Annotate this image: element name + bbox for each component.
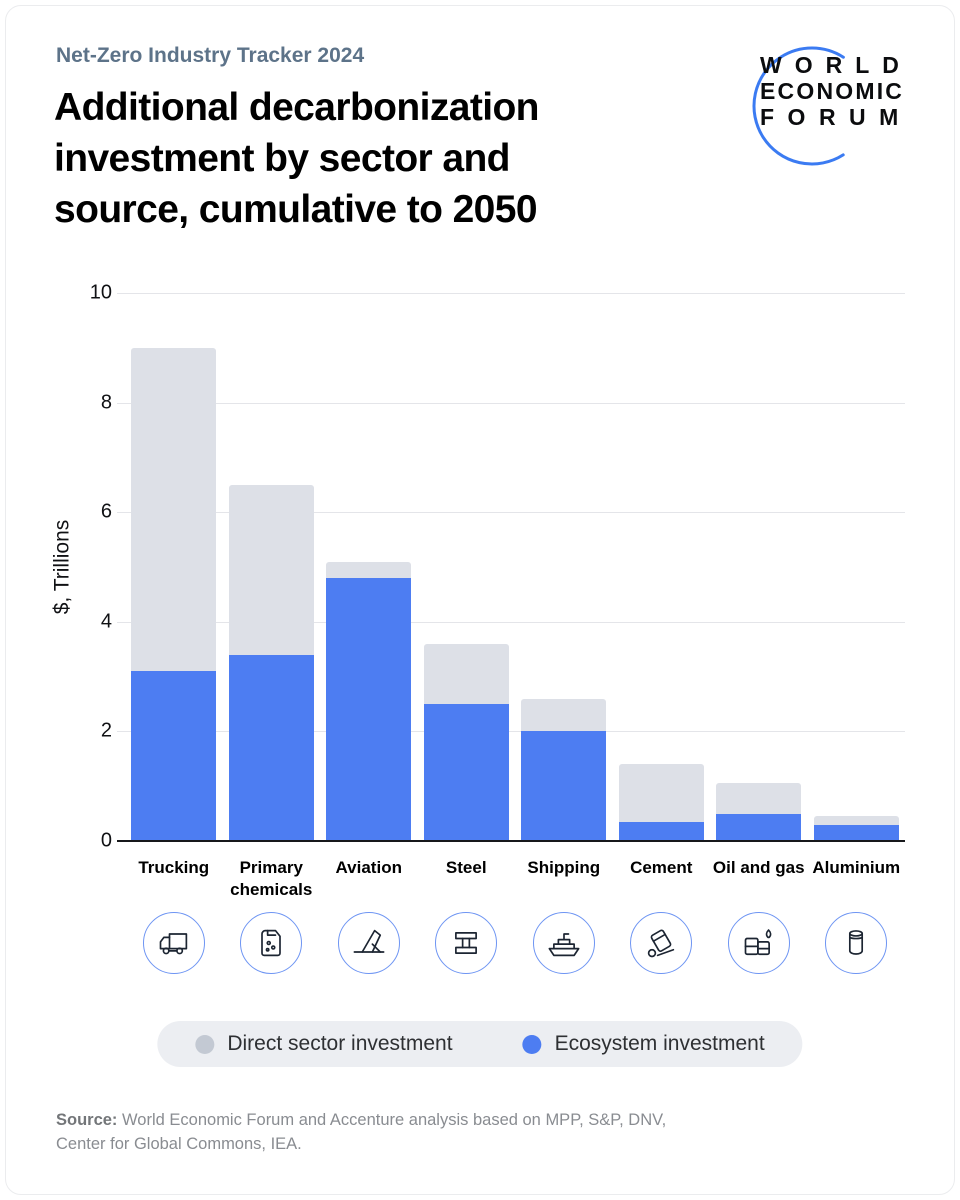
logo-text-forum: FORUM	[760, 104, 912, 130]
category-label: Primary chemicals	[230, 858, 313, 899]
x-axis-line	[117, 840, 905, 842]
title-line-1: Additional decarbonization	[54, 86, 540, 129]
gridline-8	[117, 402, 905, 404]
category-label: Aviation	[335, 858, 402, 877]
oil-barrel-icon	[727, 912, 790, 974]
bar-segment	[131, 347, 217, 672]
page-title: Additional decarbonization investment by…	[54, 82, 540, 235]
bar-segment	[618, 821, 704, 841]
bar-segment	[131, 671, 217, 841]
cement-icon	[630, 912, 693, 974]
legend-item: Direct sector investment	[195, 1032, 453, 1056]
bar-segment	[813, 816, 899, 825]
bar-segment	[326, 561, 412, 578]
gridline-2	[117, 731, 905, 733]
wef-logo: WORLD ECONOMIC FORUM	[752, 46, 912, 166]
sector-icons	[125, 912, 905, 976]
legend-label: Ecosystem investment	[554, 1032, 765, 1055]
category-labels: Trucking Primary chemicals Aviation Steel Sh…	[125, 857, 905, 915]
title-line-3: source, cumulative to 2050	[54, 188, 538, 231]
logo-text-world: WORLD	[760, 52, 912, 78]
y-tick-label: 0	[100, 829, 112, 852]
bar-segment	[423, 704, 509, 841]
category-label: Oil and gas	[712, 858, 805, 877]
category-label: Shipping	[527, 858, 601, 877]
legend-item: Ecosystem investment	[522, 1032, 765, 1056]
steel-beam-icon	[435, 912, 498, 974]
chemicals-icon	[240, 912, 303, 974]
plot-area	[117, 293, 905, 842]
truck-icon	[142, 912, 205, 974]
aluminium-can-icon	[825, 912, 888, 974]
bar-segment	[716, 783, 802, 814]
logo-text-economic: ECONOMIC	[760, 78, 905, 104]
y-tick-labels: 0 2 4 6 8 10	[50, 0, 112, 1200]
bar-segment	[326, 577, 412, 841]
category-label: Trucking	[138, 858, 210, 877]
legend-label: Direct sector investment	[227, 1032, 453, 1055]
legend-swatch	[195, 1034, 215, 1054]
source-note: Source: World Economic Forum and Accentu…	[56, 1108, 666, 1156]
source-label: Source:	[56, 1111, 118, 1129]
bar-segment	[521, 698, 607, 732]
airplane-icon	[337, 912, 400, 974]
bar-segment	[618, 764, 704, 822]
source-line-2: Center for Global Commons, IEA.	[56, 1135, 302, 1153]
y-tick-label: 8	[100, 391, 112, 414]
category-label: Steel	[445, 858, 487, 877]
y-tick-label: 10	[89, 281, 112, 304]
legend: Direct sector investment Ecosystem invest…	[157, 1021, 803, 1067]
category-label: Cement	[630, 858, 693, 877]
title-line-2: investment by sector and	[54, 137, 511, 180]
gridline-10	[117, 293, 905, 294]
source-line-1: World Economic Forum and Accenture analy…	[122, 1111, 667, 1129]
bar-segment	[228, 484, 314, 655]
bar-segment	[521, 731, 607, 841]
gridline-6	[117, 512, 905, 514]
y-tick-label: 6	[100, 500, 112, 523]
bar-segment	[813, 824, 899, 841]
category-label: Aluminium	[812, 858, 901, 877]
y-tick-label: 4	[100, 610, 112, 633]
gridline-4	[117, 621, 905, 623]
bar-segment	[716, 813, 802, 841]
bar-segment	[228, 654, 314, 841]
bar-segment	[423, 643, 509, 704]
legend-swatch	[522, 1034, 542, 1054]
wef-arc-icon	[752, 46, 872, 166]
report-eyebrow: Net-Zero Industry Tracker 2024	[56, 44, 365, 67]
y-tick-label: 2	[100, 719, 112, 742]
ship-icon	[532, 912, 595, 974]
